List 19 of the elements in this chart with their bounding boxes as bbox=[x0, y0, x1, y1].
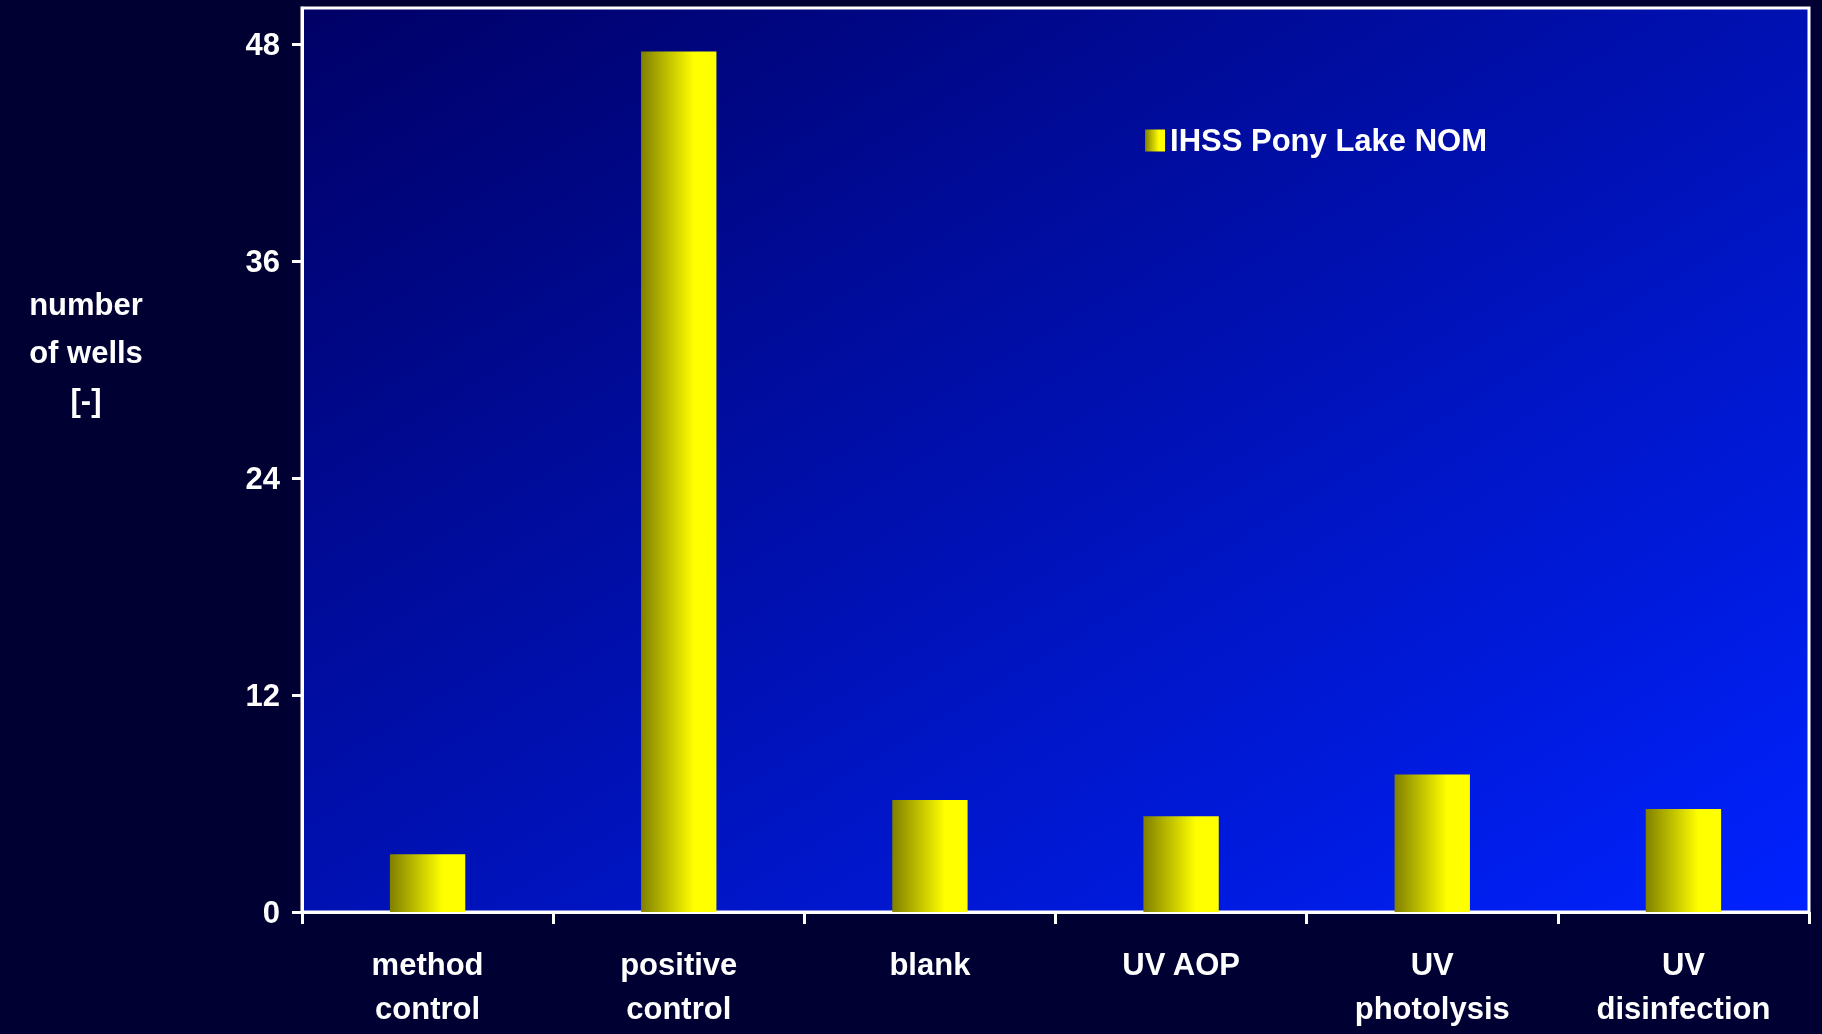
bar bbox=[389, 854, 466, 912]
x-tick-label: UV photolysis bbox=[1354, 946, 1510, 1026]
x-tick-label: method control bbox=[371, 946, 484, 1026]
x-tick-label: UV AOP bbox=[1122, 946, 1240, 982]
y-axis-title: number of wells [-] bbox=[29, 286, 143, 418]
bar bbox=[1143, 816, 1219, 912]
y-tick-label: 24 bbox=[245, 460, 281, 496]
y-tick-label: 12 bbox=[245, 677, 280, 713]
bar bbox=[641, 51, 717, 912]
y-tick-label: 48 bbox=[245, 26, 280, 62]
x-tick-label: positive control bbox=[620, 946, 738, 1026]
x-tick-label: blank bbox=[889, 946, 972, 982]
legend-label: IHSS Pony Lake NOM bbox=[1170, 123, 1488, 158]
bar bbox=[1394, 774, 1470, 912]
bar bbox=[892, 799, 968, 912]
y-tick-label: 36 bbox=[245, 243, 280, 279]
y-tick-label: 0 bbox=[262, 894, 280, 930]
x-tick-label: UV disinfection bbox=[1596, 946, 1771, 1026]
bar bbox=[1645, 808, 1722, 912]
